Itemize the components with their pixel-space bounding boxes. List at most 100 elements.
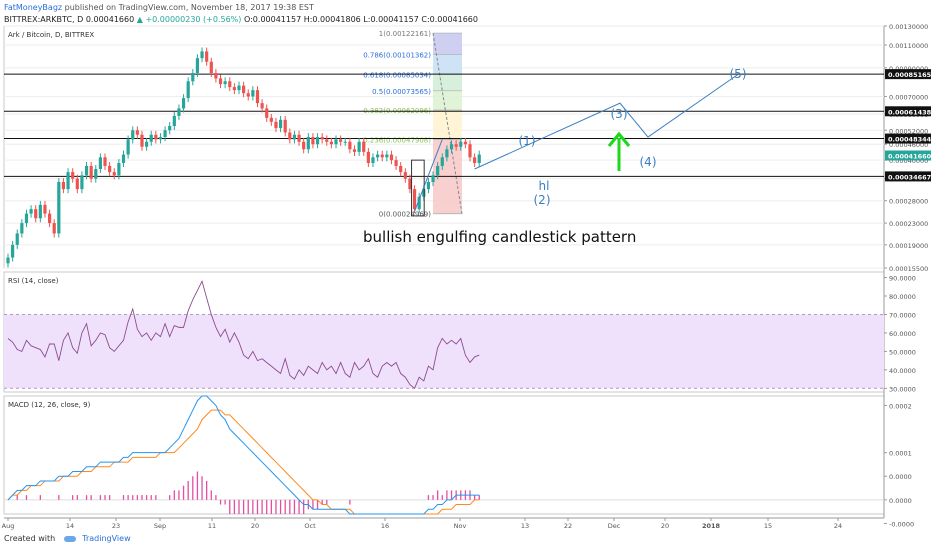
tradingview-logo[interactable]: TradingView [82, 534, 131, 543]
price-tick-label: 0.00130000 [889, 23, 928, 31]
candle-body [417, 196, 421, 210]
wave-label: (5) [730, 67, 747, 81]
time-tick-label: 22 [564, 522, 572, 530]
candle-body [172, 115, 176, 126]
rsi-tick-label: 60.0000 [889, 330, 916, 338]
candle-body [200, 51, 204, 59]
wave-line-1 [414, 139, 443, 212]
time-tick-label: 24 [834, 522, 842, 530]
rsi-tick-label: 80.0000 [889, 293, 916, 301]
candle-body [477, 154, 481, 164]
time-tick-label: Aug [2, 522, 15, 530]
candle-body [385, 154, 389, 158]
candle-body [463, 141, 467, 145]
candle-body [214, 73, 218, 79]
candle-body [205, 51, 209, 62]
wave-label: (1) [519, 134, 536, 148]
engulfing-box [411, 159, 425, 217]
time-tick-label: 23 [112, 522, 120, 530]
candle-body [242, 85, 246, 94]
candle-body [297, 134, 301, 142]
fib-zone-band [433, 90, 462, 111]
candle-body [473, 157, 477, 164]
rsi-line [7, 279, 480, 390]
time-tick-label: 20 [661, 522, 669, 530]
macd-tick-label: 0.0000 [889, 473, 912, 481]
candle-body [168, 125, 172, 131]
price-tick-label: 0.00028000 [889, 198, 928, 206]
symbol-label: BITTREX:ARKBTC, D [4, 15, 84, 24]
candle-body [140, 134, 144, 147]
candle-body [468, 144, 472, 158]
rsi-tick-label: 70.0000 [889, 311, 916, 319]
signal-line [7, 409, 480, 515]
publish-line: FatMoneyBagz published on TradingView.co… [4, 3, 314, 12]
fib-level-label: 0.618(0.00085034) [363, 71, 431, 79]
annotation-text: bullish engulfing candlestick pattern [363, 228, 636, 246]
candle-body [117, 163, 121, 176]
candle-body [376, 154, 380, 158]
candle-body [154, 134, 158, 140]
candle-body [315, 137, 320, 145]
candle-body [265, 108, 269, 118]
candle-body [278, 119, 283, 129]
rsi-tick-label: 40.0000 [889, 367, 916, 375]
price-label-box [885, 106, 931, 117]
candle-body [269, 117, 273, 122]
candle-body [89, 165, 93, 179]
ohlc-values: O:0.00041157 H:0.00041806 L:0.00041157 C… [243, 15, 478, 24]
price-label-box [885, 69, 931, 80]
candle-body [445, 149, 449, 158]
candle-body [20, 223, 24, 234]
candle-body [131, 130, 135, 140]
fib-level-label: 0.236(0.00047908) [363, 137, 431, 145]
price-label-text: 0.00041660 [888, 152, 932, 160]
candle-body [126, 139, 130, 155]
price-label-text: 0.00061438 [888, 108, 932, 116]
candle-body [29, 209, 33, 214]
candle-body [177, 108, 181, 116]
price-tick-label: 0.00046000 [889, 141, 928, 149]
price-label-text: 0.00034667 [888, 173, 931, 181]
candle-body [274, 121, 278, 129]
time-tick-label: 11 [208, 522, 216, 530]
candle-body [389, 154, 394, 161]
wave-label: (4) [640, 155, 657, 169]
candle-body [255, 90, 260, 104]
wave-label: (2) [534, 193, 551, 207]
candle-body [80, 175, 84, 190]
candle-body [11, 244, 15, 258]
candle-body [24, 213, 29, 224]
candle-body [237, 85, 241, 91]
fib-zone-band [433, 54, 462, 75]
wave-projection-line [474, 73, 739, 170]
candle-body [75, 178, 79, 190]
time-tick-label: 20 [251, 522, 259, 530]
price-tick-label: 0.00052000 [889, 127, 928, 135]
candle-body [15, 233, 19, 245]
price-tick-label: 0.00019000 [889, 242, 928, 250]
price-tick-label: 0.00015500 [889, 265, 928, 273]
macd-tick-label: -0.0000 [889, 520, 914, 528]
candle-body [339, 139, 343, 142]
green-arrow-head [607, 131, 631, 147]
candle-body [403, 172, 407, 179]
candle-body [371, 157, 375, 164]
created-with-label: Created with [4, 534, 56, 543]
fib-zone-band [433, 74, 462, 91]
candle-body [459, 141, 463, 147]
candle-body [34, 209, 38, 219]
candle-body [232, 87, 236, 91]
candle-body [440, 157, 444, 166]
price-change: ▲ +0.00000230 (+0.56%) [136, 15, 242, 24]
candle-body [334, 139, 338, 145]
wave-label: hl [539, 179, 550, 193]
price-label-text: 0.00048344 [888, 136, 932, 144]
fib-level-label: 0.786(0.00101362) [363, 51, 431, 59]
footer: Created with TradingView [4, 534, 131, 543]
author-link[interactable]: FatMoneyBagz [4, 3, 63, 12]
candle-body [408, 178, 412, 190]
candle-body [57, 182, 61, 234]
candle-body [145, 141, 149, 147]
